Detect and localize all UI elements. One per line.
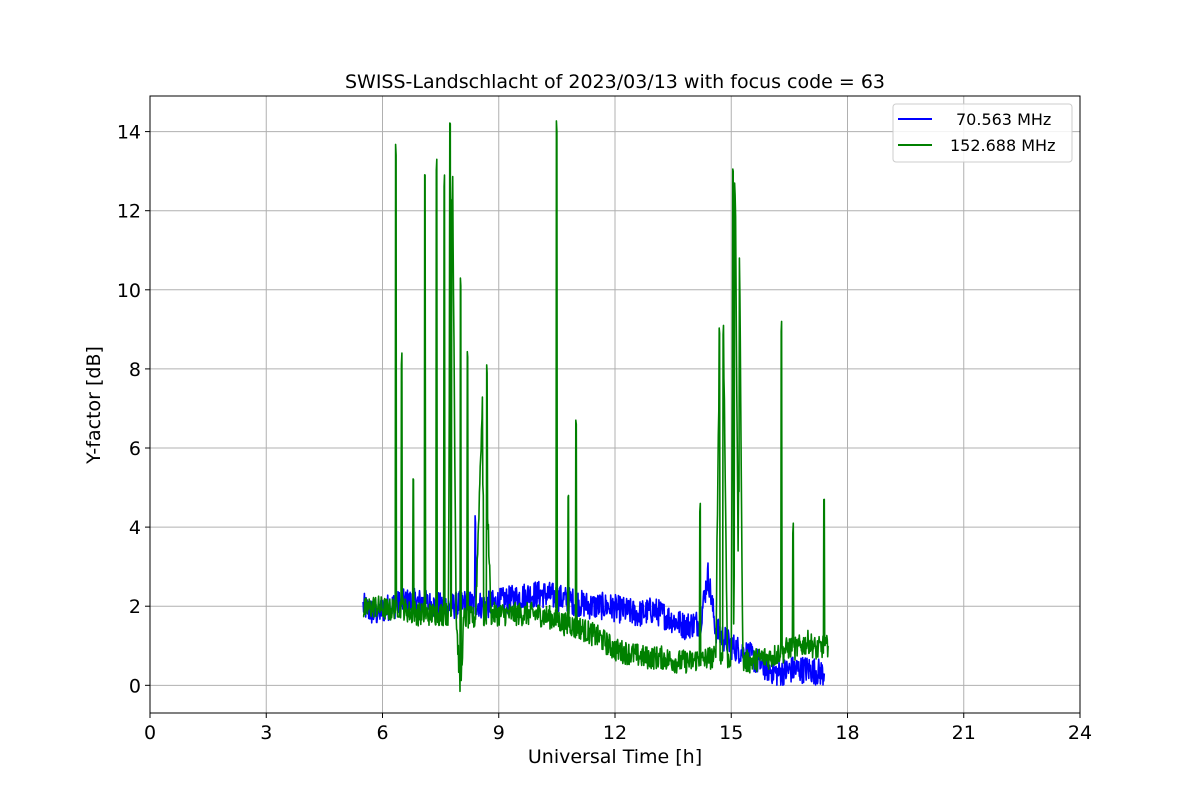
x-tick-label: 18 — [835, 722, 859, 744]
y-tick-label: 12 — [117, 201, 141, 223]
y-tick-label: 0 — [129, 675, 141, 697]
x-tick-label: 12 — [603, 722, 627, 744]
y-tick-label: 4 — [129, 517, 141, 539]
y-axis-label: Y-factor [dB] — [83, 346, 105, 465]
y-tick-label: 10 — [117, 280, 141, 302]
x-tick-label: 0 — [144, 722, 156, 744]
x-tick-label: 6 — [376, 722, 388, 744]
series-layer — [362, 120, 829, 693]
x-tick-label: 24 — [1068, 722, 1092, 744]
y-tick-label: 6 — [129, 438, 141, 460]
legend-label-series-1: 70.563 MHz — [956, 110, 1051, 129]
legend-label-series-2: 152.688 MHz — [950, 136, 1055, 155]
chart-title: SWISS-Landschlacht of 2023/03/13 with fo… — [345, 71, 885, 93]
x-tick-label: 3 — [260, 722, 272, 744]
y-tick-label: 14 — [117, 122, 141, 144]
y-tick-label: 2 — [129, 596, 141, 618]
x-tick-label: 15 — [719, 722, 743, 744]
x-tick-label: 9 — [493, 722, 505, 744]
series-line-2 — [362, 120, 829, 693]
x-tick-label: 21 — [952, 722, 976, 744]
legend-box — [892, 103, 1073, 163]
y-tick-label: 8 — [129, 359, 141, 381]
x-axis-label: Universal Time [h] — [528, 746, 702, 768]
legend: 70.563 MHz 152.688 MHz — [892, 103, 1073, 163]
